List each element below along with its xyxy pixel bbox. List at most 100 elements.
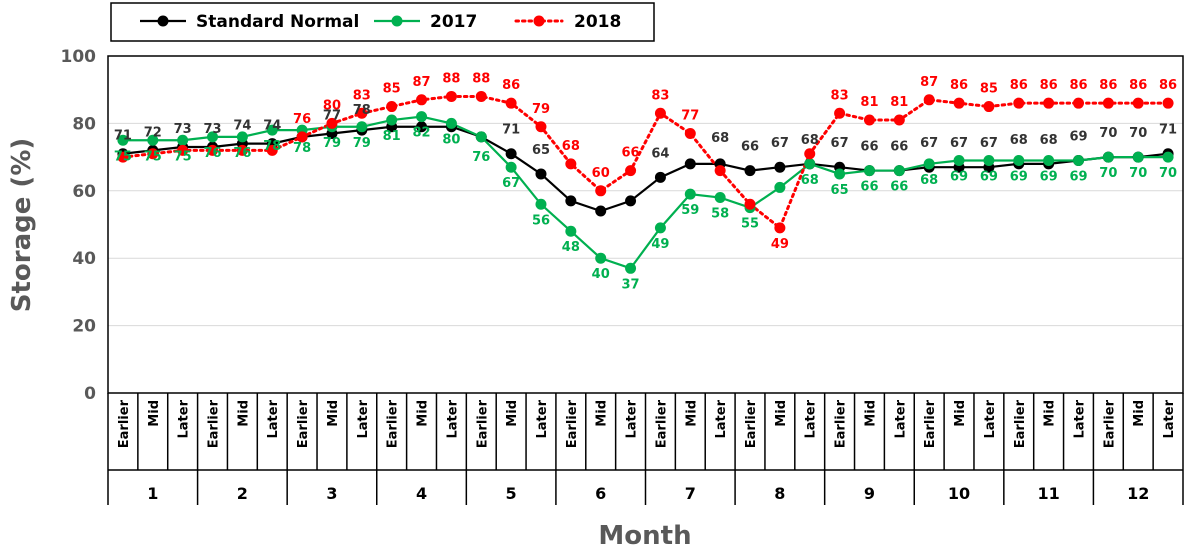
- data-point-standard-normal: [774, 161, 786, 173]
- data-label-standard-normal: 67: [771, 136, 789, 151]
- x-month-label: 5: [506, 484, 517, 503]
- data-point-2018: [356, 107, 368, 119]
- data-label-standard-normal: 66: [890, 140, 908, 155]
- data-point-2017: [117, 134, 129, 146]
- data-label-standard-normal: 68: [711, 131, 729, 146]
- y-tick-label: 80: [72, 114, 96, 134]
- data-label-standard-normal: 73: [174, 122, 192, 137]
- data-label-standard-normal: 71: [502, 123, 520, 138]
- y-axis: 0 20 40 60 80 100: [61, 47, 97, 404]
- x-period-label: Mid: [953, 400, 968, 427]
- data-point-2017: [565, 225, 577, 237]
- x-month-label: 12: [1127, 484, 1149, 503]
- data-label-standard-normal: 69: [1069, 129, 1087, 144]
- data-label-standard-normal: 66: [741, 140, 759, 155]
- data-point-2017: [386, 114, 398, 126]
- data-point-2017: [177, 134, 189, 146]
- data-label-2018: 88: [442, 71, 460, 86]
- x-period-label: Later: [804, 399, 819, 438]
- data-point-2018: [804, 148, 816, 160]
- data-label-2017: 48: [562, 240, 580, 255]
- data-label-2018: 86: [502, 78, 520, 93]
- data-point-2017: [923, 158, 935, 170]
- x-month-label: 3: [326, 484, 337, 503]
- y-tick-label: 0: [84, 384, 96, 404]
- data-label-2017: 80: [442, 132, 460, 147]
- y-tick-label: 60: [72, 182, 96, 202]
- data-label-2017: 40: [592, 267, 610, 282]
- x-period-label: Mid: [774, 400, 789, 427]
- data-point-2018: [236, 144, 248, 156]
- data-label-2018: 77: [681, 109, 699, 124]
- data-label-2018: 86: [1159, 78, 1177, 93]
- data-label-2018: 49: [771, 237, 789, 252]
- legend-swatch-marker: [533, 15, 545, 27]
- x-period-label: Later: [714, 399, 729, 438]
- x-period-label: Earlier: [654, 399, 669, 448]
- data-point-2018: [177, 144, 189, 156]
- data-point-2017: [804, 158, 816, 170]
- data-label-2017: 75: [144, 149, 162, 164]
- x-period-label: Later: [177, 399, 192, 438]
- y-tick-label: 40: [72, 249, 96, 269]
- data-point-standard-normal: [416, 121, 428, 133]
- x-month-label: 11: [1037, 484, 1059, 503]
- data-point-2017: [654, 222, 666, 234]
- data-point-2018: [117, 151, 129, 163]
- data-point-2018: [983, 101, 995, 113]
- data-point-2017: [1132, 151, 1144, 163]
- data-label-2017: 70: [1129, 166, 1147, 181]
- data-label-2018: 85: [980, 82, 998, 97]
- data-label-2017: 37: [622, 277, 640, 292]
- x-axis-title: Month: [598, 521, 691, 549]
- data-point-2017: [1043, 154, 1055, 166]
- data-point-2018: [625, 165, 637, 177]
- data-point-2017: [893, 165, 905, 177]
- x-month-label: 8: [774, 484, 785, 503]
- data-label-standard-normal: 67: [920, 136, 938, 151]
- data-label-2017: 79: [353, 136, 371, 151]
- x-period-label: Later: [535, 399, 550, 438]
- series-line-2018: [121, 94, 1170, 231]
- data-label-2017: 56: [532, 213, 550, 228]
- data-label-standard-normal: 74: [233, 119, 251, 134]
- data-label-2018: 86: [950, 78, 968, 93]
- x-month-label: 7: [685, 484, 696, 503]
- data-point-2017: [416, 111, 428, 123]
- data-label-2017: 70: [1159, 166, 1177, 181]
- data-point-2018: [475, 90, 487, 102]
- data-label-2017: 66: [860, 180, 878, 195]
- data-label-2018: 80: [323, 98, 341, 113]
- data-point-2018: [565, 158, 577, 170]
- data-point-2017: [505, 161, 517, 173]
- data-point-2017: [147, 134, 159, 146]
- data-point-2017: [774, 181, 786, 193]
- data-label-2017: 82: [412, 126, 430, 141]
- x-period-label: Later: [983, 399, 998, 438]
- data-label-2017: 49: [651, 237, 669, 252]
- data-point-2017: [863, 165, 875, 177]
- x-period-label: Earlier: [386, 399, 401, 448]
- data-label-standard-normal: 71: [1159, 123, 1177, 138]
- data-point-2018: [863, 114, 875, 126]
- x-period-label: Earlier: [1102, 399, 1117, 448]
- data-labels: 71 72 73 73 74 74 77 78 71 65 64 68 66 67 68 67 66 66 67 67…: [114, 71, 1177, 292]
- data-point-2017: [207, 131, 219, 143]
- data-label-2018: 68: [562, 139, 580, 154]
- data-point-2017: [266, 124, 278, 136]
- data-point-2018: [1162, 97, 1174, 109]
- data-point-standard-normal: [565, 195, 577, 207]
- x-month-label: 6: [595, 484, 606, 503]
- data-label-2017: 69: [1069, 169, 1087, 184]
- data-point-2018: [1043, 97, 1055, 109]
- x-period-label: Later: [1072, 399, 1087, 438]
- x-period-label: Mid: [595, 400, 610, 427]
- data-label-2017: 76: [233, 146, 251, 161]
- data-label-2017: 79: [323, 136, 341, 151]
- data-point-2017: [356, 121, 368, 133]
- data-label-2017: 75: [114, 149, 132, 164]
- data-point-2017: [834, 168, 846, 180]
- x-period-label: Later: [445, 399, 460, 438]
- data-label-2018: 81: [890, 95, 908, 110]
- data-label-standard-normal: 78: [353, 103, 371, 118]
